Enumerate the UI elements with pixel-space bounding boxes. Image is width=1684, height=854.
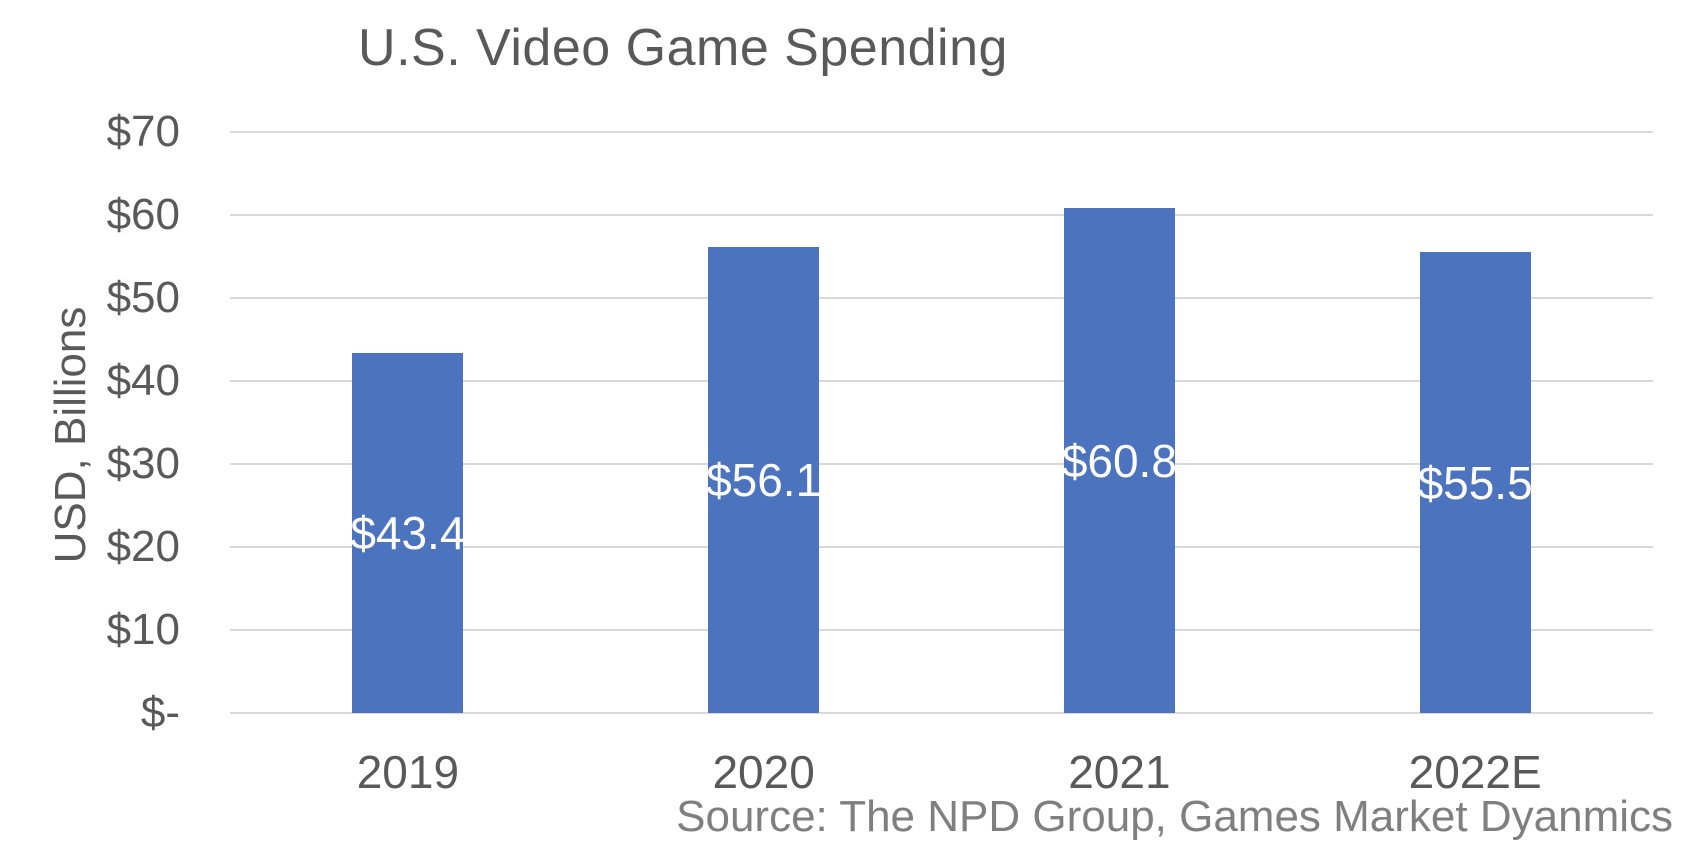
gridline-y60: [230, 214, 1653, 216]
gridline-y10: [230, 629, 1653, 631]
source-note: Source: The NPD Group, Games Market Dyan…: [676, 792, 1673, 841]
x-tick-label: 2020: [712, 746, 815, 798]
gridline-y50: [230, 297, 1653, 299]
bar-2020: [708, 247, 820, 713]
gridline-y70: [230, 131, 1653, 133]
bar-value-label: $56.1: [706, 454, 822, 507]
bar-2019: [352, 352, 464, 713]
x-tick-label: 2019: [356, 746, 460, 798]
y-tick-label: $60: [106, 190, 180, 239]
y-tick-label: $50: [106, 273, 180, 322]
gridline-y40: [230, 380, 1653, 382]
y-tick-label: $20: [106, 522, 180, 571]
bar-2021: [1063, 208, 1175, 713]
gridline-y30: [230, 463, 1653, 465]
bar-value-label: $55.5: [1417, 456, 1533, 509]
x-tick-label: 2021: [1068, 746, 1171, 798]
gridline-y0: [230, 712, 1653, 714]
bar-value-label: $60.8: [1061, 434, 1177, 487]
y-tick-label: $-: [140, 688, 180, 737]
bar-value-label: $43.4: [350, 506, 466, 559]
bar-2022E: [1419, 252, 1531, 713]
y-tick-label: $30: [106, 439, 180, 488]
y-tick-label: $10: [106, 605, 180, 654]
gridline-y20: [230, 546, 1653, 548]
x-tick-label: 2022E: [1408, 746, 1542, 798]
y-tick-label: $40: [106, 356, 180, 405]
chart-title: U.S. Video Game Spending: [358, 19, 1008, 77]
y-tick-label: $70: [106, 107, 180, 156]
